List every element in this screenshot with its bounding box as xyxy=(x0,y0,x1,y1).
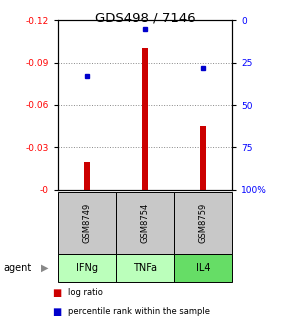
Text: TNFa: TNFa xyxy=(133,263,157,273)
Text: percentile rank within the sample: percentile rank within the sample xyxy=(68,307,210,316)
Text: GSM8754: GSM8754 xyxy=(140,203,150,243)
Bar xyxy=(84,162,90,190)
Text: IFNg: IFNg xyxy=(76,263,98,273)
Text: ▶: ▶ xyxy=(41,263,49,273)
Text: IL4: IL4 xyxy=(196,263,210,273)
Text: ■: ■ xyxy=(52,288,61,298)
Bar xyxy=(200,126,206,190)
Text: ■: ■ xyxy=(52,307,61,317)
Text: log ratio: log ratio xyxy=(68,288,103,297)
Text: agent: agent xyxy=(3,263,31,273)
Text: GSM8759: GSM8759 xyxy=(198,203,208,243)
Text: GDS498 / 7146: GDS498 / 7146 xyxy=(95,12,195,25)
Text: GSM8749: GSM8749 xyxy=(82,203,92,243)
Bar xyxy=(142,48,148,190)
